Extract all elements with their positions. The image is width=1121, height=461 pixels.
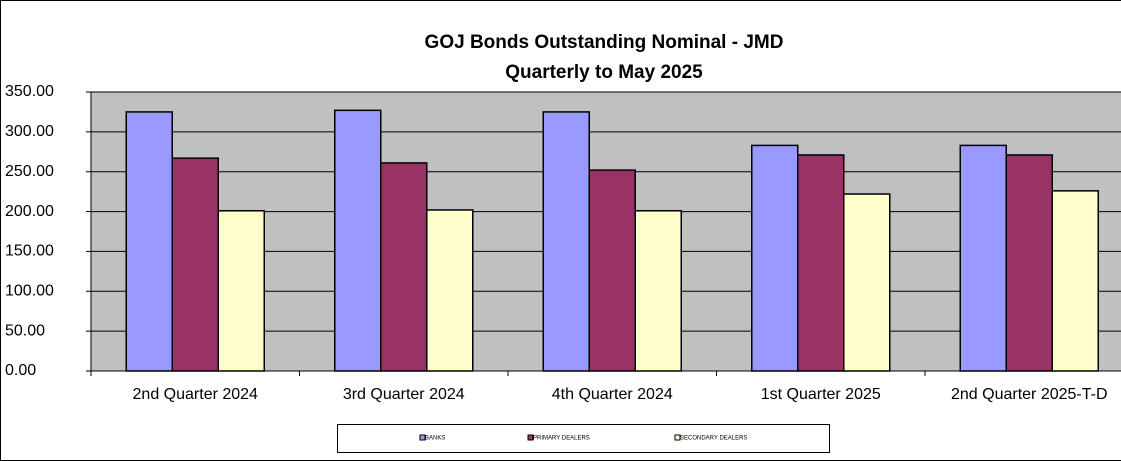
bar	[217, 210, 265, 372]
bar	[171, 157, 219, 372]
x-tick-label: 4th Quarter 2024	[552, 386, 673, 403]
legend-label: PRIMARY DEALERS	[533, 436, 590, 442]
x-tick-label: 2nd Quarter 2025-T-D	[951, 386, 1108, 403]
chart-subtitle: Quarterly to May 2025	[505, 62, 703, 83]
bar	[634, 210, 682, 372]
bar	[380, 162, 428, 372]
bar	[334, 109, 382, 372]
y-tick-label: 250.00	[5, 163, 54, 180]
y-tick-label: 50.00	[5, 322, 45, 339]
legend-swatch	[527, 434, 534, 441]
bar	[1051, 190, 1099, 372]
y-tick-label: 150.00	[5, 243, 54, 260]
y-tick-label: 0.00	[5, 362, 36, 379]
legend-label: BANKS	[425, 436, 445, 442]
bar	[843, 193, 891, 372]
legend-label: SECONDARY DEALERS	[680, 436, 747, 442]
bar	[426, 209, 474, 372]
bar	[751, 144, 799, 372]
y-tick-label: 100.00	[5, 283, 54, 300]
bar	[125, 111, 173, 372]
bar	[542, 111, 590, 372]
y-tick-label: 200.00	[5, 203, 54, 220]
y-tick-label: 300.00	[5, 123, 54, 140]
y-tick-label: 350.00	[5, 83, 54, 100]
bar	[1005, 154, 1053, 372]
x-tick-label: 1st Quarter 2025	[761, 386, 881, 403]
bar	[588, 169, 636, 372]
x-tick-label: 2nd Quarter 2024	[133, 386, 259, 403]
chart-title: GOJ Bonds Outstanding Nominal - JMD	[425, 32, 784, 53]
x-tick-label: 3rd Quarter 2024	[343, 386, 465, 403]
bar	[959, 144, 1007, 372]
legend-swatch	[419, 434, 426, 441]
legend-swatch	[674, 434, 681, 441]
bar	[797, 154, 845, 372]
